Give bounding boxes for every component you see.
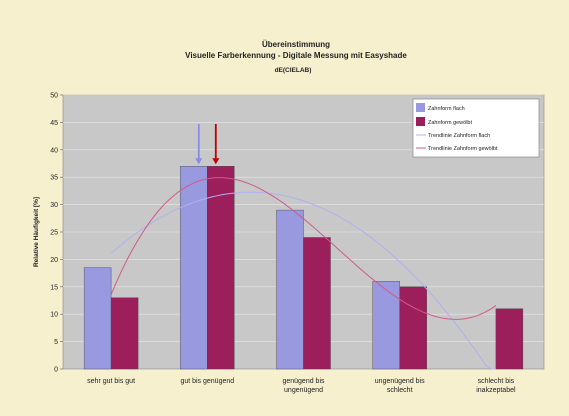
x-axis-categories: sehr gut bis gut gut bis genügend genügend… bbox=[87, 378, 516, 394]
bar-zahnform-gewoelbt bbox=[207, 166, 235, 370]
chart-title: Übereinstimmung bbox=[262, 40, 330, 49]
x-category-label: ungenügend bis bbox=[375, 378, 425, 385]
y-tick-label: 5 bbox=[54, 339, 58, 346]
y-tick-label: 50 bbox=[50, 93, 58, 100]
axis-note: dE(CIELAB) bbox=[275, 67, 312, 74]
bars bbox=[83, 166, 524, 370]
y-axis-ticks: 0 5 10 15 20 25 30 35 40 45 50 bbox=[50, 93, 63, 374]
bar-zahnform-flach bbox=[372, 281, 400, 370]
bar-zahnform-gewoelbt bbox=[495, 308, 524, 370]
annotation-arrow-head bbox=[195, 158, 203, 165]
bar-zahnform-gewoelbt bbox=[110, 297, 139, 370]
x-category-label: inakzeptabel bbox=[476, 387, 516, 394]
y-tick-label: 10 bbox=[50, 312, 58, 319]
legend-swatch-zahnform-gewoelbt bbox=[416, 117, 425, 126]
annotation-arrow-head bbox=[212, 158, 220, 165]
bar-zahnform-gewoelbt bbox=[399, 286, 427, 370]
bar-zahnform-flach bbox=[83, 267, 112, 370]
legend-label-zahnform-flach: Zahnform flach bbox=[428, 106, 465, 112]
x-category-label: genügend bis bbox=[282, 378, 325, 385]
y-tick-label: 25 bbox=[50, 230, 58, 237]
y-tick-label: 40 bbox=[50, 147, 58, 154]
x-category-label: gut bis genügend bbox=[180, 378, 234, 385]
bar-zahnform-flach bbox=[180, 166, 208, 370]
legend-label-zahnform-gewoelbt: Zahnform gewölbt bbox=[428, 120, 472, 126]
x-category-label: sehr gut bis gut bbox=[87, 378, 135, 385]
x-category-label: schlecht bbox=[387, 387, 413, 394]
trendline-zahnform-gewoelbt bbox=[110, 177, 497, 320]
legend-label-trend-flach: Trendlinie Zahnform flach bbox=[428, 133, 490, 139]
y-tick-label: 30 bbox=[50, 202, 58, 209]
bar-zahnform-gewoelbt bbox=[303, 237, 331, 370]
grid-lines bbox=[63, 94, 544, 342]
trendline-zahnform-flach bbox=[110, 191, 496, 370]
annotation-arrows bbox=[195, 124, 220, 165]
y-tick-label: 0 bbox=[54, 367, 58, 374]
y-tick-label: 35 bbox=[50, 175, 58, 182]
legend: Zahnform flach Zahnform gewölbt Trendlin… bbox=[412, 98, 540, 158]
trendlines bbox=[110, 177, 497, 370]
y-tick-label: 45 bbox=[50, 120, 58, 127]
x-category-label: schlecht bis bbox=[478, 378, 515, 385]
y-tick-label: 15 bbox=[50, 284, 58, 291]
legend-label-trend-gewoelbt: Trendlinie Zahnform gewölbt bbox=[428, 146, 498, 152]
bar-zahnform-flach bbox=[276, 209, 304, 370]
legend-box bbox=[412, 98, 540, 158]
legend-swatch-zahnform-flach bbox=[416, 103, 425, 112]
x-category-label: ungenügend bbox=[284, 387, 323, 394]
chart-subtitle: Visuelle Farberkennung - Digitale Messun… bbox=[185, 51, 407, 60]
y-tick-label: 20 bbox=[50, 257, 58, 264]
y-axis-label: Relative Häufigkeit [%] bbox=[33, 197, 40, 267]
